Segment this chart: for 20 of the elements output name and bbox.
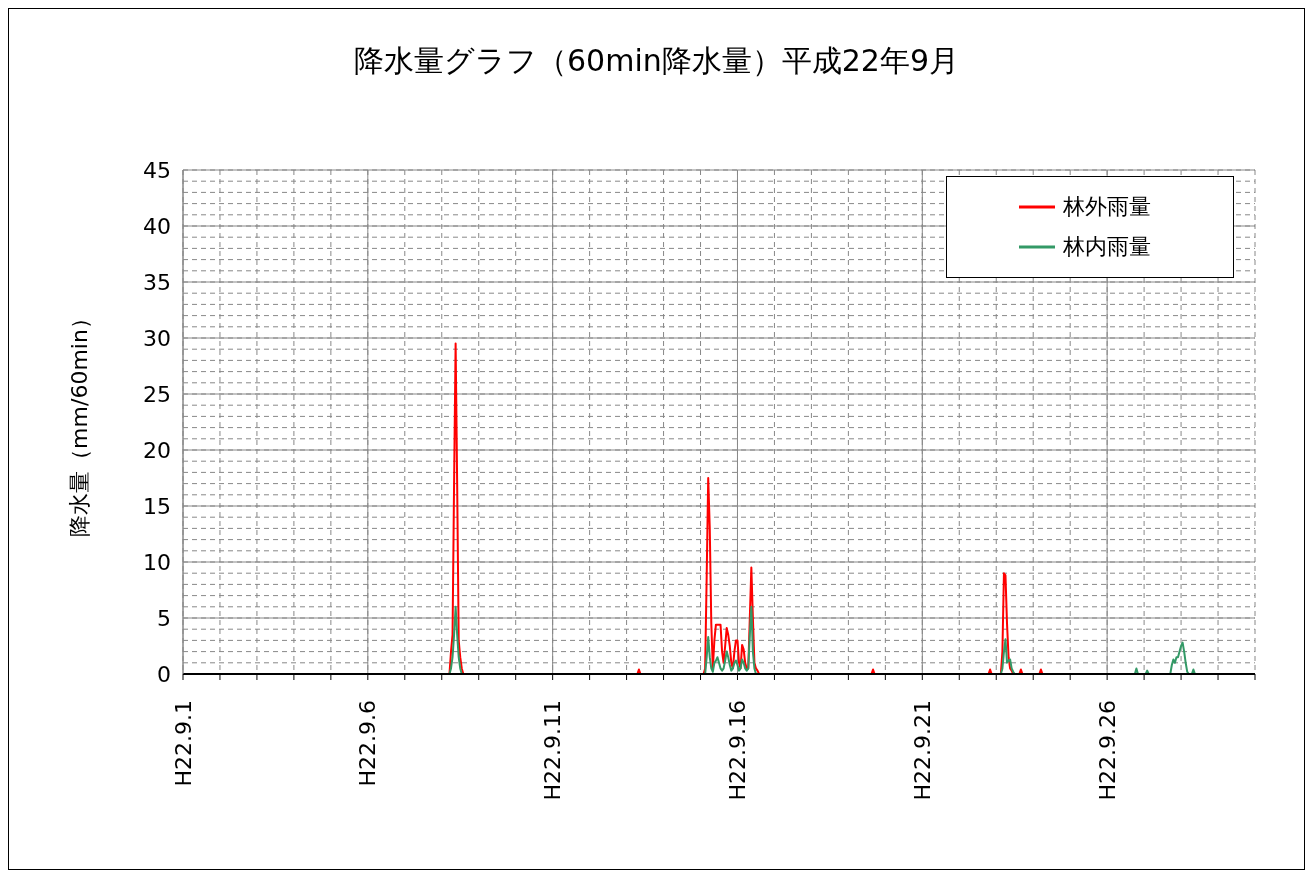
y-tick-label: 40 [143, 213, 171, 239]
x-tick-label: H22.9.26 [1094, 700, 1120, 801]
x-tick-label: H22.9.6 [355, 700, 381, 787]
y-tick-label: 45 [143, 157, 171, 183]
y-tick-label: 30 [143, 325, 171, 351]
y-tick-label: 20 [143, 437, 171, 463]
y-tick-label: 10 [143, 549, 171, 575]
y-tick-label: 25 [143, 381, 171, 407]
chart-title: 降水量グラフ（60min降水量）平成22年9月 [353, 42, 960, 80]
y-tick-label: 15 [143, 493, 171, 519]
y-tick-label: 0 [157, 661, 171, 687]
x-tick-label: H22.9.21 [909, 700, 935, 801]
y-tick-label: 5 [157, 605, 171, 631]
x-tick-label: H22.9.1 [170, 700, 196, 787]
legend-label: 林外雨量 [1063, 193, 1151, 221]
legend-label: 林内雨量 [1063, 233, 1151, 261]
y-axis-title: 降水量（mm/60min） [66, 307, 92, 537]
x-tick-label: H22.9.16 [724, 700, 750, 801]
y-tick-label: 35 [143, 269, 171, 295]
x-tick-label: H22.9.11 [540, 700, 566, 801]
